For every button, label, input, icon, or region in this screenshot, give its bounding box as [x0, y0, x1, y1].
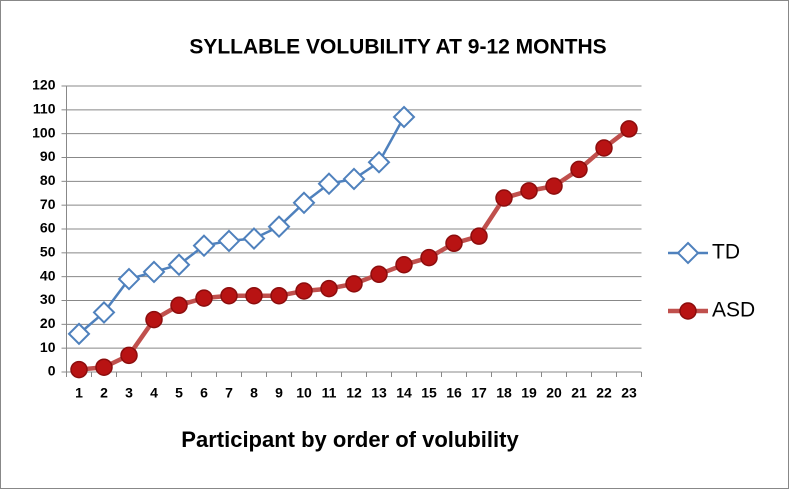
- marker: [170, 296, 188, 315]
- x-tick-label: 11: [322, 385, 337, 401]
- marker: [395, 256, 413, 274]
- y-tick-label: 70: [40, 196, 56, 212]
- marker: [679, 302, 697, 320]
- x-tick-label: 12: [346, 385, 362, 401]
- y-tick-label: 100: [32, 124, 56, 140]
- marker: [270, 286, 288, 305]
- marker: [570, 160, 588, 179]
- marker: [117, 267, 141, 291]
- x-tick-label: 4: [150, 385, 158, 401]
- marker: [192, 234, 216, 258]
- marker: [392, 105, 416, 129]
- x-tick-label: 6: [200, 385, 208, 401]
- x-tick-label: 2: [100, 385, 108, 401]
- marker: [320, 279, 338, 298]
- legend-label: ASD: [712, 299, 755, 322]
- x-tick-label: 10: [296, 385, 312, 401]
- marker: [345, 275, 363, 293]
- marker: [67, 322, 91, 346]
- marker: [620, 120, 638, 138]
- x-tick-label: 9: [275, 385, 283, 401]
- marker: [367, 150, 391, 174]
- x-tick-label: 3: [125, 385, 133, 401]
- x-tick-label: 14: [396, 385, 412, 401]
- marker: [120, 346, 138, 365]
- y-tick-label: 0: [48, 363, 56, 379]
- marker: [195, 289, 213, 307]
- marker: [70, 360, 88, 379]
- x-tick-label: 22: [596, 385, 612, 401]
- marker: [495, 189, 513, 207]
- chart-title: SYLLABLE VOLUBILITY AT 9-12 MONTHS: [189, 36, 606, 59]
- marker: [245, 286, 263, 305]
- y-tick-label: 10: [40, 339, 56, 355]
- marker: [242, 227, 266, 250]
- marker: [445, 234, 463, 253]
- marker: [420, 248, 438, 267]
- x-tick-label: 5: [175, 385, 183, 401]
- marker: [342, 167, 366, 191]
- marker: [220, 286, 238, 305]
- x-tick-label: 15: [421, 385, 437, 401]
- marker: [545, 177, 563, 195]
- marker: [292, 191, 316, 215]
- x-tick-label: 17: [471, 385, 487, 401]
- y-tick-label: 30: [40, 291, 56, 307]
- marker: [167, 253, 191, 277]
- legend-label: TD: [712, 241, 740, 264]
- marker: [267, 215, 291, 239]
- x-tick-label: 13: [371, 385, 387, 401]
- y-tick-label: 40: [40, 267, 56, 283]
- marker: [470, 227, 488, 245]
- x-axis-title: Participant by order of volubility: [181, 427, 519, 452]
- x-tick-label: 16: [446, 385, 462, 401]
- y-tick-label: 80: [40, 172, 56, 188]
- marker: [595, 139, 613, 157]
- x-tick-label: 18: [496, 385, 512, 401]
- y-tick-label: 20: [40, 315, 56, 331]
- x-tick-label: 1: [75, 385, 83, 401]
- marker: [217, 229, 241, 253]
- x-tick-label: 7: [225, 385, 233, 401]
- marker: [295, 282, 313, 300]
- marker: [370, 265, 388, 284]
- x-tick-label: 23: [621, 385, 637, 401]
- marker: [317, 172, 341, 196]
- y-tick-label: 50: [40, 244, 56, 260]
- marker: [676, 241, 700, 265]
- marker: [92, 301, 116, 324]
- marker: [145, 310, 163, 329]
- marker: [520, 182, 538, 200]
- marker: [142, 260, 166, 284]
- x-tick-label: 8: [250, 385, 258, 401]
- marker: [95, 358, 113, 376]
- y-tick-label: 60: [40, 220, 56, 236]
- x-tick-label: 20: [546, 385, 562, 401]
- y-tick-label: 120: [32, 77, 56, 93]
- x-tick-label: 19: [521, 385, 537, 401]
- x-tick-label: 21: [571, 385, 587, 401]
- y-tick-label: 110: [33, 101, 56, 117]
- y-tick-label: 90: [40, 148, 56, 164]
